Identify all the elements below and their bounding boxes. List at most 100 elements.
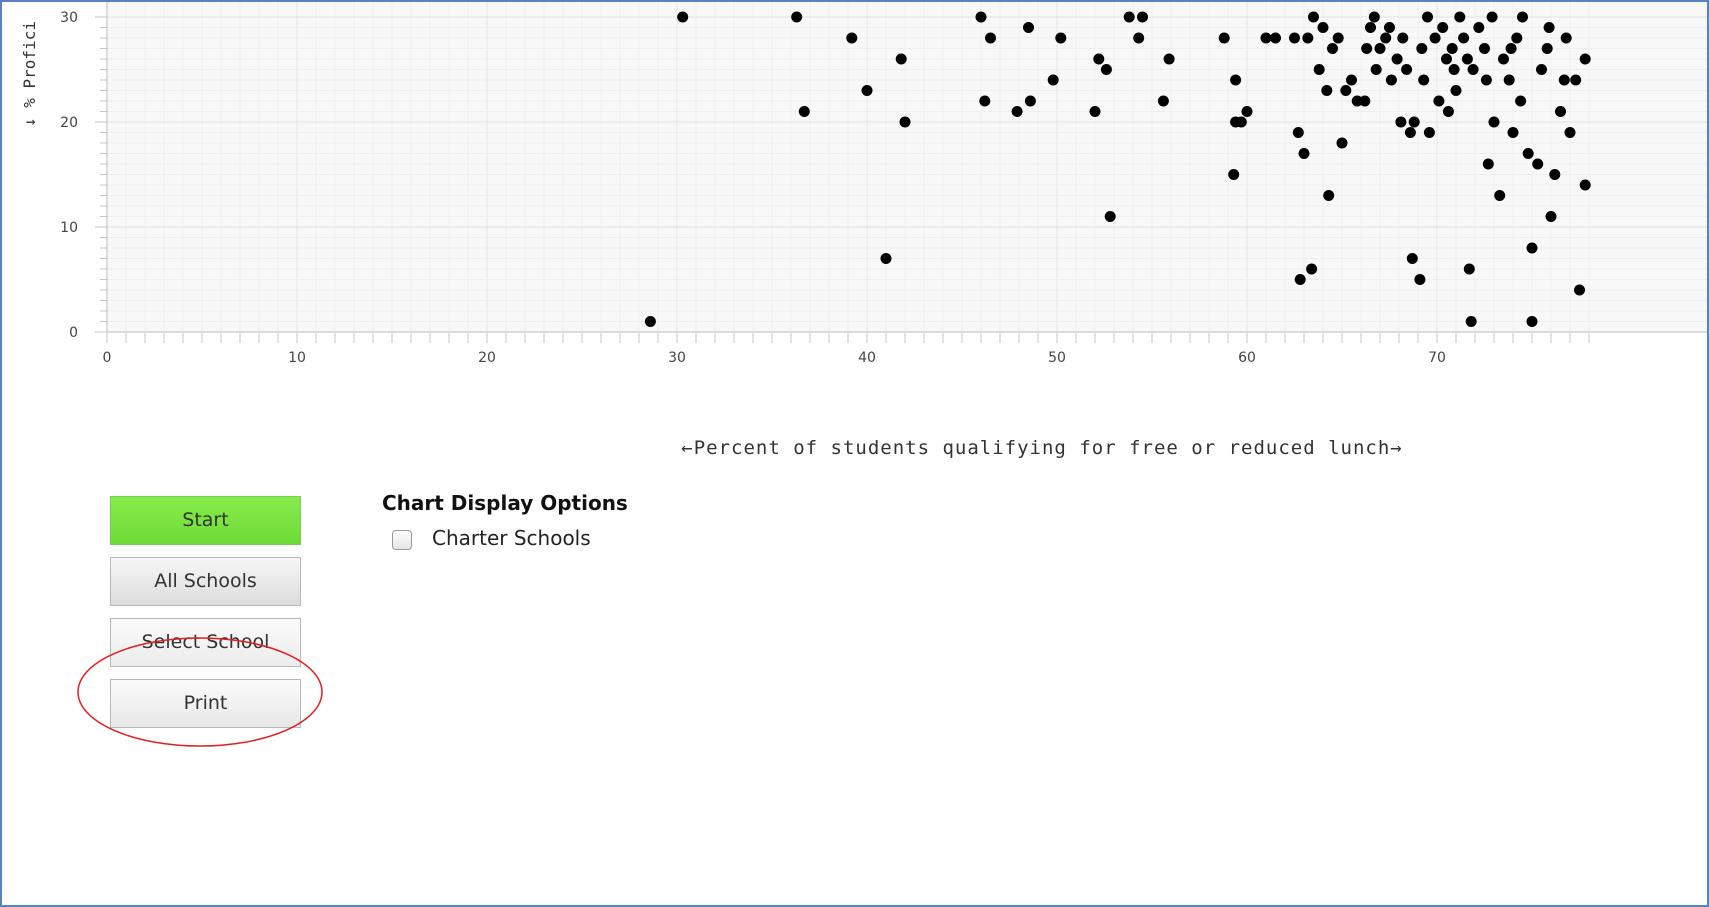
data-point bbox=[1306, 263, 1318, 275]
data-point bbox=[1397, 32, 1409, 44]
data-point bbox=[1374, 43, 1386, 54]
data-point bbox=[1391, 53, 1403, 65]
axes bbox=[95, 2, 1707, 343]
data-point bbox=[1359, 95, 1371, 107]
data-point bbox=[1429, 32, 1441, 44]
data-point bbox=[1100, 64, 1112, 75]
data-point bbox=[1317, 22, 1329, 33]
data-point bbox=[1579, 179, 1591, 191]
chart-display-options-title: Chart Display Options bbox=[382, 491, 628, 515]
data-point bbox=[1308, 11, 1319, 23]
grid-lines bbox=[106, 2, 1707, 333]
data-point bbox=[1368, 11, 1380, 23]
data-point bbox=[1123, 11, 1135, 23]
data-point bbox=[1289, 32, 1300, 44]
start-button[interactable]: Start bbox=[110, 496, 301, 545]
data-point bbox=[1488, 116, 1500, 128]
data-point bbox=[1482, 158, 1494, 170]
x-tick-label: 10 bbox=[288, 350, 306, 366]
data-point bbox=[1292, 127, 1304, 138]
data-point bbox=[1494, 190, 1506, 201]
data-point bbox=[1302, 32, 1314, 44]
tick-labels: 0 10 20 30 40 50 60 70 0 10 20 30 bbox=[60, 10, 1446, 366]
data-point bbox=[1270, 32, 1281, 44]
data-point bbox=[1441, 53, 1452, 65]
data-point bbox=[1404, 127, 1416, 138]
data-point bbox=[1555, 106, 1566, 117]
charter-schools-checkbox[interactable] bbox=[392, 530, 412, 550]
data-point bbox=[1406, 253, 1418, 264]
all-schools-button[interactable]: All Schools bbox=[110, 557, 301, 606]
scatter-chart: 0 10 20 30 40 50 60 70 0 10 20 30 ←Percent of stude… bbox=[20, 2, 1707, 459]
data-point bbox=[1545, 211, 1557, 222]
data-point bbox=[1385, 74, 1397, 86]
data-point bbox=[880, 253, 892, 264]
data-point bbox=[985, 32, 996, 44]
data-point bbox=[1479, 43, 1490, 54]
data-point bbox=[1235, 116, 1247, 128]
data-point bbox=[1458, 32, 1470, 44]
plot-area bbox=[107, 2, 1707, 332]
data-point bbox=[1163, 53, 1175, 65]
data-point bbox=[846, 32, 858, 44]
data-point bbox=[1579, 53, 1591, 65]
data-point bbox=[1511, 32, 1523, 44]
data-point bbox=[1414, 274, 1426, 285]
data-point bbox=[1370, 64, 1382, 75]
charter-schools-label: Charter Schools bbox=[432, 526, 591, 550]
data-point bbox=[1543, 22, 1555, 33]
data-point bbox=[1241, 106, 1253, 117]
data-point bbox=[1230, 74, 1242, 86]
print-button[interactable]: Print bbox=[110, 679, 301, 728]
data-point bbox=[1480, 74, 1492, 86]
data-point bbox=[1442, 106, 1454, 117]
data-point bbox=[1298, 148, 1310, 159]
data-point bbox=[1463, 263, 1475, 275]
data-point bbox=[1558, 74, 1570, 86]
y-tick-label: 0 bbox=[69, 325, 78, 341]
data-point bbox=[1408, 116, 1420, 128]
data-point bbox=[1560, 32, 1572, 44]
data-point bbox=[1340, 85, 1352, 96]
data-point bbox=[1401, 64, 1413, 75]
data-point bbox=[1498, 53, 1509, 65]
data-point bbox=[899, 116, 911, 128]
y-tick-label: 10 bbox=[60, 220, 78, 236]
data-point bbox=[1541, 43, 1553, 54]
data-point bbox=[1564, 127, 1576, 138]
data-point bbox=[1218, 32, 1230, 44]
data-point bbox=[1332, 32, 1344, 44]
data-point bbox=[1313, 64, 1325, 75]
data-point bbox=[1228, 169, 1240, 180]
data-point bbox=[1395, 116, 1407, 128]
data-point bbox=[1137, 11, 1148, 23]
x-axis-title: ←Percent of students qualifying for free… bbox=[681, 437, 1402, 459]
plot-background bbox=[107, 2, 1707, 332]
y-axis-title: ↓ % Profici bbox=[20, 21, 39, 127]
x-tick-label: 70 bbox=[1428, 350, 1446, 366]
data-point bbox=[1486, 11, 1498, 23]
data-point bbox=[1157, 95, 1169, 107]
data-point bbox=[1260, 32, 1272, 44]
data-point bbox=[1365, 22, 1376, 33]
data-point bbox=[677, 11, 689, 23]
data-point bbox=[1446, 43, 1458, 54]
select-school-button[interactable]: Select School bbox=[110, 618, 301, 667]
data-point bbox=[1433, 95, 1445, 107]
data-point bbox=[1089, 106, 1101, 117]
data-point bbox=[1454, 11, 1466, 23]
data-point bbox=[1384, 22, 1395, 33]
data-point bbox=[1047, 74, 1059, 86]
x-tick-label: 40 bbox=[858, 350, 876, 366]
data-point bbox=[1536, 64, 1547, 75]
data-point bbox=[1526, 242, 1538, 254]
data-point bbox=[1380, 32, 1392, 44]
data-point bbox=[1465, 316, 1477, 327]
data-point bbox=[1423, 127, 1435, 138]
data-point bbox=[1336, 137, 1348, 149]
data-point bbox=[1361, 43, 1373, 54]
data-point bbox=[1473, 22, 1485, 33]
data-point bbox=[1327, 43, 1338, 54]
data-point bbox=[1505, 43, 1517, 54]
